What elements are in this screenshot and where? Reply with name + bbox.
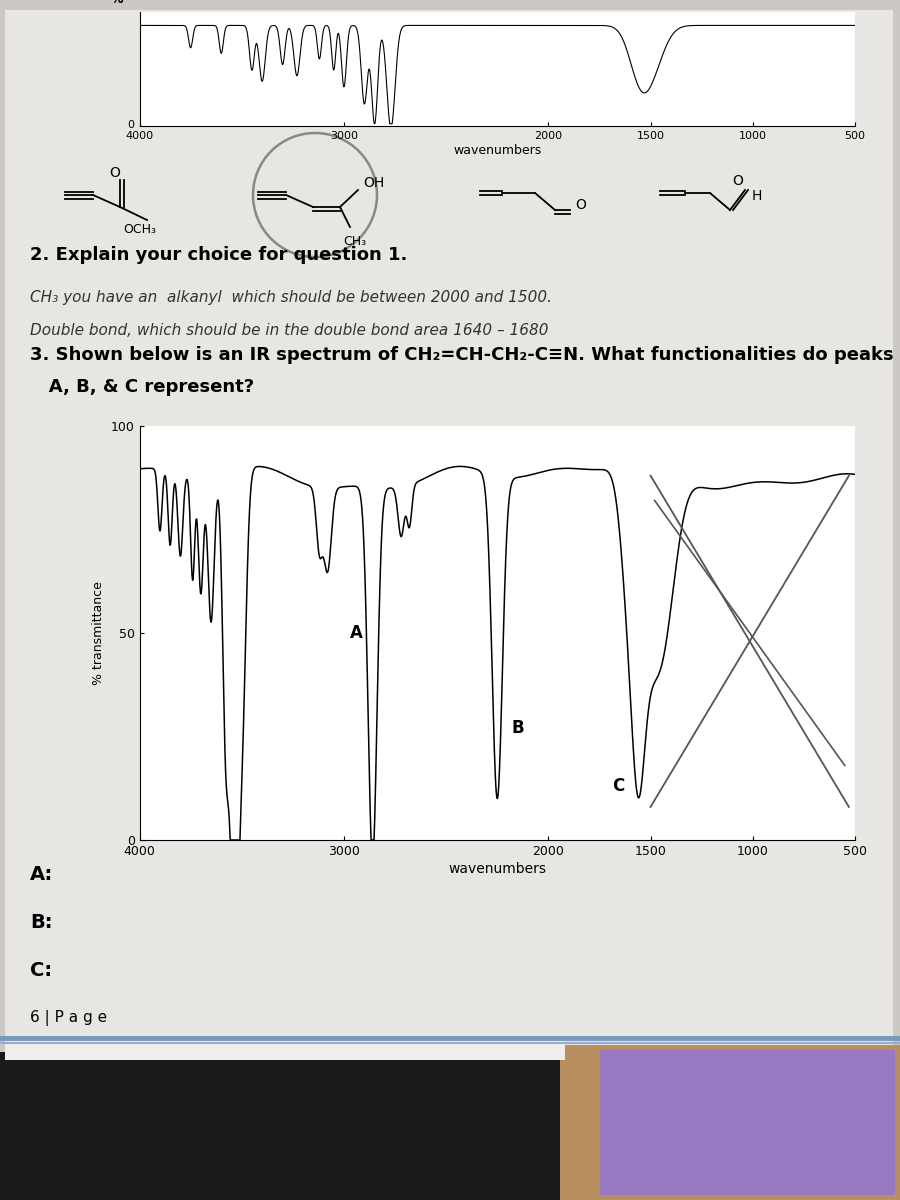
- Text: %: %: [111, 0, 123, 6]
- FancyBboxPatch shape: [0, 1052, 900, 1200]
- Text: B:: B:: [30, 913, 52, 932]
- Text: O: O: [575, 198, 586, 212]
- Text: B: B: [511, 719, 524, 737]
- FancyBboxPatch shape: [600, 1050, 895, 1195]
- Text: 6 | P a g e: 6 | P a g e: [30, 1010, 107, 1026]
- Text: 3. Shown below is an IR spectrum of CH₂=CH-CH₂-C≡N. What functionalities do peak: 3. Shown below is an IR spectrum of CH₂=…: [30, 346, 894, 364]
- Text: A: A: [350, 624, 363, 642]
- Text: 2. Explain your choice for question 1.: 2. Explain your choice for question 1.: [30, 246, 408, 264]
- Text: OCH₃: OCH₃: [123, 223, 157, 236]
- Text: A:: A:: [30, 865, 53, 884]
- FancyBboxPatch shape: [5, 1040, 565, 1060]
- Y-axis label: % transmittance: % transmittance: [92, 581, 105, 685]
- Text: C: C: [612, 778, 624, 796]
- Text: A, B, & C represent?: A, B, & C represent?: [30, 378, 254, 396]
- Text: CH₃: CH₃: [343, 235, 366, 248]
- FancyBboxPatch shape: [560, 1045, 900, 1200]
- FancyBboxPatch shape: [5, 860, 893, 1200]
- X-axis label: wavenumbers: wavenumbers: [448, 862, 546, 876]
- Text: OH: OH: [363, 176, 384, 190]
- Text: CH₃ you have an  alkanyl  which should be between 2000 and 1500.: CH₃ you have an alkanyl which should be …: [30, 290, 552, 305]
- Text: C:: C:: [30, 961, 52, 980]
- Text: Double bond, which should be in the double bond area 1640 – 1680: Double bond, which should be in the doub…: [30, 323, 548, 338]
- Text: O: O: [733, 174, 743, 188]
- Text: H: H: [752, 188, 762, 203]
- FancyBboxPatch shape: [5, 10, 893, 870]
- Text: O: O: [110, 166, 121, 180]
- X-axis label: wavenumbers: wavenumbers: [453, 144, 542, 157]
